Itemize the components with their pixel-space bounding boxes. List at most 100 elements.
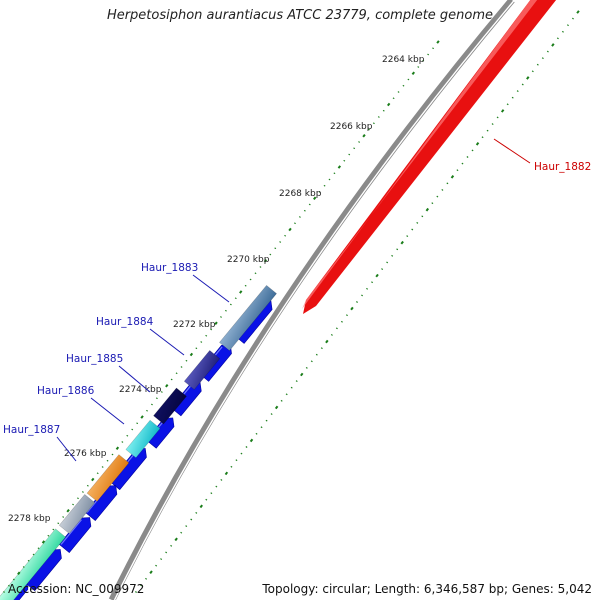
gene-label-haur-1882[interactable]: Haur_1882 [493, 138, 591, 173]
gene-haur-1884[interactable] [183, 350, 221, 390]
gene-neighbor-mint[interactable] [0, 528, 66, 604]
minor-tick [235, 459, 238, 462]
leader-line [90, 397, 125, 425]
major-tick [189, 352, 194, 357]
minor-tick [318, 191, 321, 193]
minor-tick [536, 63, 539, 66]
major-tick [400, 240, 404, 245]
minor-tick [259, 266, 262, 268]
minor-tick [205, 498, 208, 501]
gene-haur-1886[interactable] [125, 419, 161, 459]
map-title: Herpetosiphon aurantiacus ATCC 23779, co… [106, 8, 494, 23]
gene-haur-1885[interactable] [153, 387, 187, 425]
leader-line [56, 436, 77, 462]
minor-tick [81, 491, 84, 493]
minor-tick [47, 534, 50, 537]
minor-tick [416, 221, 419, 224]
inner-tick-row [135, 10, 580, 593]
kbp-tick-label: 2278 kbp [8, 514, 51, 524]
minor-tick [52, 528, 55, 531]
major-tick [362, 134, 366, 138]
major-tick [239, 290, 243, 294]
minor-tick [407, 78, 410, 81]
major-tick [475, 142, 480, 146]
minor-tick [511, 96, 514, 99]
minor-tick [136, 422, 139, 425]
gene-label-haur-1886[interactable]: Haur_1886 [37, 385, 125, 425]
minor-tick [328, 178, 331, 181]
minor-tick [190, 518, 193, 521]
minor-tick [427, 53, 430, 56]
minor-tick [516, 90, 519, 93]
minor-tick [377, 116, 380, 118]
minor-tick [446, 182, 449, 185]
gene-label-haur-1884[interactable]: Haur_1884 [96, 316, 185, 356]
major-tick [500, 109, 505, 113]
leader-line [149, 328, 185, 356]
gene-label-haur-1887[interactable]: Haur_1887 [3, 424, 77, 462]
major-tick [313, 196, 317, 200]
minor-tick [295, 380, 298, 383]
gene-haur-1887[interactable] [86, 454, 130, 502]
major-tick [274, 405, 279, 410]
minor-tick [481, 136, 484, 139]
major-tick [174, 537, 178, 542]
minor-tick [145, 577, 148, 580]
gene-label-haur-1885[interactable]: Haur_1885 [66, 353, 151, 393]
minor-tick [343, 159, 346, 162]
gene-label-text: Haur_1883 [141, 262, 198, 274]
kbp-tick-label: 2268 kbp [279, 189, 322, 199]
minor-tick [366, 287, 369, 290]
minor-tick [320, 347, 323, 350]
kbp-tick-label: 2264 kbp [382, 55, 425, 65]
leader-line [118, 365, 151, 393]
major-tick [140, 415, 144, 419]
minor-tick [411, 228, 414, 231]
major-tick [17, 571, 21, 575]
minor-tick [185, 359, 188, 362]
minor-tick [215, 485, 218, 488]
minor-tick [541, 57, 544, 60]
minor-tick [335, 327, 338, 330]
kbp-tick-label: 2272 kbp [173, 320, 216, 330]
minor-tick [255, 432, 258, 435]
gene-haur-1882[interactable] [302, 0, 560, 314]
minor-tick [571, 17, 574, 20]
gene-label-haur-1883[interactable]: Haur_1883 [141, 262, 230, 303]
minor-tick [392, 97, 395, 100]
gene-haur-1883[interactable] [219, 284, 277, 352]
major-tick [149, 570, 153, 575]
minor-tick [323, 184, 326, 187]
major-tick [214, 321, 218, 325]
major-tick [199, 504, 203, 509]
gene-neighbor-gray[interactable] [58, 494, 96, 534]
minor-tick [386, 261, 389, 264]
gene-label-text: Haur_1886 [37, 385, 95, 397]
minor-tick [402, 84, 405, 87]
minor-tick [531, 70, 534, 73]
minor-tick [556, 37, 559, 40]
minor-tick [348, 153, 351, 156]
tick-label-group: 2264 kbp 2266 kbp 2268 kbp 2270 kbp 2272 kbp… [8, 55, 425, 524]
minor-tick [371, 281, 374, 284]
minor-tick [155, 564, 158, 567]
minor-tick [111, 453, 114, 456]
minor-tick [245, 446, 248, 448]
minor-tick [7, 584, 10, 587]
minor-tick [146, 409, 148, 412]
minor-tick [224, 309, 227, 312]
minor-tick [274, 247, 277, 250]
major-tick [41, 540, 46, 544]
major-tick [387, 102, 391, 107]
leader-line [493, 138, 531, 164]
minor-tick [496, 116, 499, 119]
minor-tick [165, 551, 168, 554]
gene-label-text: Haur_1885 [66, 353, 123, 365]
minor-tick [77, 497, 79, 500]
minor-tick [406, 235, 409, 238]
minor-tick [391, 254, 394, 257]
minor-tick [270, 413, 273, 415]
minor-tick [381, 268, 384, 270]
minor-tick [396, 248, 399, 251]
